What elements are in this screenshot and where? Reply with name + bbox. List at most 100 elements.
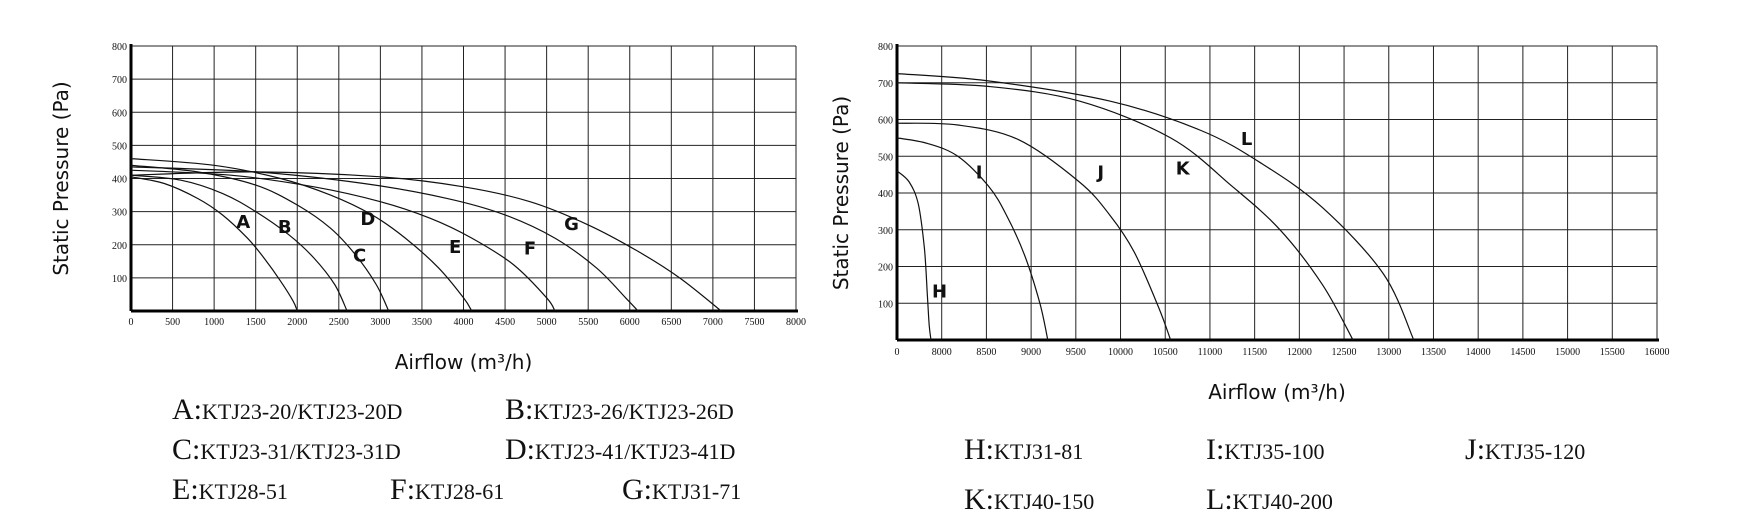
legend-separator: :: [190, 473, 199, 506]
x-tick-label: 3500: [412, 317, 432, 328]
legend-key: G: [622, 473, 644, 506]
curve-label-D: D: [360, 209, 375, 230]
x-tick-label: 6500: [661, 317, 681, 328]
x-tick-label: 9500: [1066, 347, 1086, 358]
y-tick-label: 500: [112, 141, 127, 152]
legend-model: KTJ40-150: [994, 489, 1095, 514]
x-tick-label: 2000: [287, 317, 307, 328]
y-tick-label: 300: [112, 208, 127, 219]
chart-right: 0 8000 8500 9000 9500 10000 10500 11000 11500 120…: [829, 42, 1670, 404]
x-tick-label: 4000: [454, 317, 474, 328]
x-tick-label: 9000: [1021, 347, 1041, 358]
legend-key: I: [1206, 433, 1216, 466]
curve-K: [896, 82, 1354, 341]
legend-separator: :: [193, 393, 203, 426]
x-tick-label: 0: [129, 317, 134, 328]
x-tick-label: 0: [895, 347, 900, 358]
x-tick-label: 3000: [370, 317, 390, 328]
legend-key: H: [964, 433, 986, 466]
curve-label-G: G: [564, 214, 579, 235]
legend-model: KTJ31-81: [994, 439, 1084, 464]
legend-separator: :: [1216, 433, 1225, 466]
y-tick-label: 200: [878, 263, 893, 274]
curve-label-I: I: [976, 162, 983, 183]
y-tick-label: 100: [112, 274, 127, 285]
x-tick-label: 6000: [620, 317, 640, 328]
x-tick-label: 12000: [1287, 347, 1312, 358]
y-tick-label: 200: [112, 241, 127, 252]
legend-separator: :: [643, 473, 653, 506]
curve-label-K: K: [1176, 159, 1191, 180]
x-tick-label: 1000: [204, 317, 224, 328]
x-tick-label: 4500: [495, 317, 515, 328]
legend-key: F: [390, 473, 407, 506]
y-tick-label: 500: [878, 152, 893, 163]
legend-model: KTJ23-31/KTJ23-31D: [200, 439, 401, 464]
x-tick-label: 10000: [1108, 347, 1133, 358]
legend-model: KTJ23-41/KTJ23-41D: [535, 439, 736, 464]
curve-label-E: E: [449, 237, 461, 258]
x-tick-label: 5000: [537, 317, 557, 328]
legend-item-C: C:KTJ23-31/KTJ23-31D: [172, 435, 401, 465]
x-tick-label: 5500: [578, 317, 598, 328]
curve-C: [130, 164, 390, 312]
x-tick-label: 8000: [932, 347, 952, 358]
curve-D: [130, 158, 473, 312]
curve-label-H: H: [932, 282, 947, 303]
legend-separator: :: [525, 393, 534, 426]
curve-L: [896, 73, 1415, 341]
legend-model: KTJ40-200: [1232, 489, 1333, 514]
curve-I: [896, 137, 1049, 341]
legend-separator: :: [1476, 433, 1486, 466]
x-tick-label: 14500: [1510, 347, 1535, 358]
legend-model: KTJ28-51: [198, 479, 288, 504]
y-axis-title: Static Pressure (Pa): [49, 81, 73, 275]
legend-item-J: J:KTJ35-120: [1465, 435, 1585, 465]
y-tick-label: 700: [112, 75, 127, 86]
legend-separator: :: [1224, 483, 1233, 516]
x-tick-label: 8500: [976, 347, 996, 358]
legend-separator: :: [526, 433, 536, 466]
legend-key: D: [505, 433, 527, 466]
x-axis-title: Airflow (m³/h): [1208, 380, 1346, 404]
legend-item-A: A:KTJ23-20/KTJ23-20D: [172, 395, 402, 425]
legend-item-B: B:KTJ23-26/KTJ23-26D: [505, 395, 734, 425]
legend-key: B: [505, 393, 526, 426]
legend-item-D: D:KTJ23-41/KTJ23-41D: [505, 435, 735, 465]
curve-B: [130, 174, 348, 312]
curve-J: [896, 122, 1172, 341]
x-tick-label: 11000: [1198, 347, 1223, 358]
x-axis-title: Airflow (m³/h): [395, 350, 533, 374]
legend-item-K: K:KTJ40-150: [964, 485, 1094, 515]
curve-label-B: B: [278, 217, 292, 238]
x-tick-label: 2500: [329, 317, 349, 328]
y-tick-label: 800: [112, 42, 127, 53]
legend-item-L: L:KTJ40-200: [1206, 485, 1333, 515]
curve-F: [130, 166, 639, 312]
x-tick-label: 10500: [1153, 347, 1178, 358]
curve-G: [130, 171, 722, 312]
y-tick-label: 700: [878, 79, 893, 90]
x-tick-label: 500: [165, 317, 180, 328]
x-tick-label: 13500: [1421, 347, 1446, 358]
legend-item-I: I:KTJ35-100: [1206, 435, 1325, 465]
legend-key: J: [1465, 433, 1477, 466]
legend-model: KTJ35-120: [1485, 439, 1586, 464]
legend-separator: :: [192, 433, 201, 466]
y-axis-title: Static Pressure (Pa): [829, 96, 853, 290]
legend-key: A: [172, 393, 194, 426]
legend-key: L: [1206, 483, 1225, 516]
legend-item-G: G:KTJ31-71: [622, 475, 741, 505]
legend-item-H: H:KTJ31-81: [964, 435, 1083, 465]
x-tick-label: 11500: [1242, 347, 1267, 358]
curve-label-J: J: [1095, 162, 1104, 183]
legend-model: KTJ23-26/KTJ23-26D: [533, 399, 734, 424]
curve-label-C: C: [353, 245, 366, 266]
curve-label-L: L: [1241, 129, 1252, 150]
legend-model: KTJ28-61: [415, 479, 505, 504]
curve-A: [130, 176, 298, 312]
legend-separator: :: [406, 473, 416, 506]
y-tick-label: 800: [878, 42, 893, 53]
curve-label-A: A: [236, 212, 250, 233]
